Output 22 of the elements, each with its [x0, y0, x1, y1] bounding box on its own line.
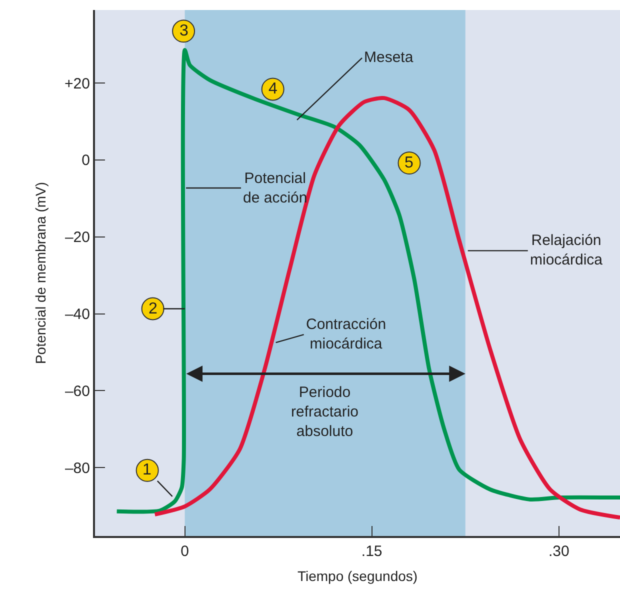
- y-tick-label: –40: [64, 306, 90, 324]
- y-tick-label: 0: [82, 152, 90, 170]
- y-tick-label: +20: [64, 75, 90, 92]
- y-tick-label: –80: [64, 460, 90, 477]
- y-tick-label: –60: [64, 382, 90, 400]
- x-axis-title: Tiempo (segundos): [297, 568, 418, 584]
- y-axis-title: Potencial de membrana (mV): [32, 182, 49, 364]
- annotation: Relajación miocárdica: [530, 232, 604, 268]
- annotation: 3: [180, 22, 188, 40]
- x-tick-label: .30: [548, 543, 570, 560]
- annotation: Potencial de acción: [243, 170, 308, 206]
- x-tick-label: .15: [361, 543, 382, 560]
- annotation: 1: [142, 462, 152, 478]
- x-tick-label: 0: [180, 543, 189, 560]
- annotation: 2: [148, 300, 158, 318]
- annotation: 5: [404, 154, 414, 172]
- band-label: Periodo refractario absoluto: [291, 384, 359, 440]
- line-series: [114, 48, 620, 514]
- y-tick-label: –20: [64, 229, 90, 246]
- annotation: Meseta: [364, 49, 414, 66]
- annotation: Contracción miocárdica: [306, 316, 386, 352]
- annotation: 4: [268, 80, 278, 98]
